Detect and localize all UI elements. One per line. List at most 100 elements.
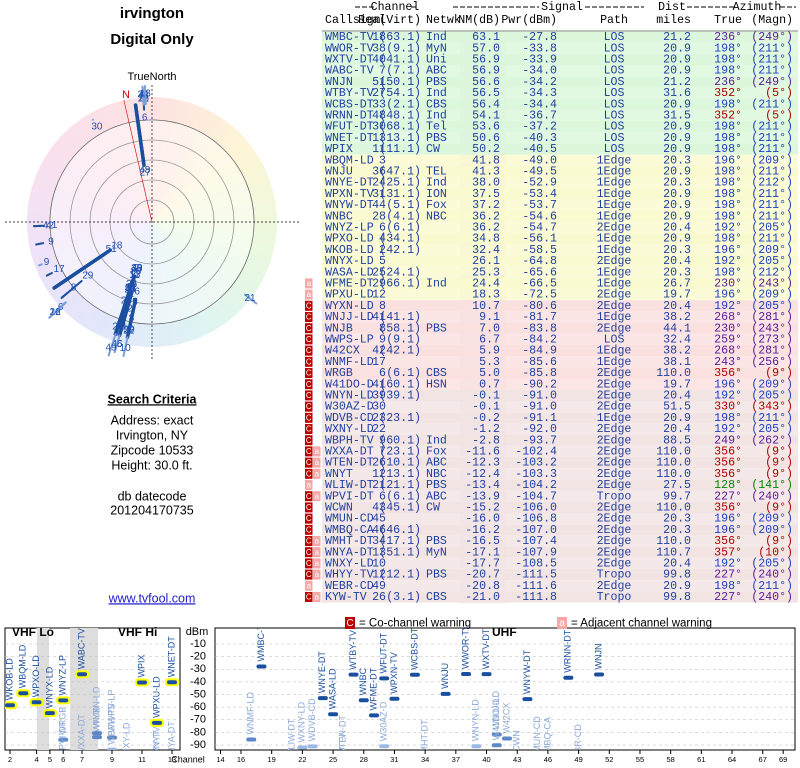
warning-icon xyxy=(313,468,321,479)
table-cell: WPIX xyxy=(325,143,353,156)
table-cell: 43 xyxy=(372,501,386,514)
table-cell: 198° xyxy=(714,121,742,134)
table-cell: LOS xyxy=(604,65,625,78)
warning-mark: C xyxy=(306,447,312,456)
warning-icon xyxy=(305,435,313,446)
row-background xyxy=(322,356,798,368)
row-background xyxy=(322,300,798,312)
table-cell: 41.8 xyxy=(472,154,500,167)
warning-icon xyxy=(305,412,313,423)
row-background xyxy=(322,31,798,43)
channel-mark xyxy=(338,760,348,764)
signal-ray xyxy=(107,333,117,357)
table-cell: -0.1 xyxy=(472,389,500,402)
site-link[interactable]: www.tvfool.com xyxy=(108,591,196,605)
table-cell: 2Edge xyxy=(597,221,632,234)
table-cell: -12.3 xyxy=(465,457,500,470)
table-cell: (21.1) xyxy=(379,479,421,492)
table-cell: 128° xyxy=(714,479,742,492)
table-cell: (211°) xyxy=(751,143,793,156)
table-cell: Ind xyxy=(426,177,447,190)
table-cell: (281°) xyxy=(751,311,793,324)
criteria-line: Zipcode 10533 xyxy=(111,443,194,457)
table-cell: 49 xyxy=(372,580,386,593)
row-background xyxy=(322,591,798,603)
row-background xyxy=(322,389,798,401)
table-cell: 38 xyxy=(372,42,386,55)
table-cell: (262°) xyxy=(751,434,793,447)
table-cell: 31.6 xyxy=(663,87,691,100)
table-cell: WNYA-DT xyxy=(325,546,374,559)
y-tick-label: -20 xyxy=(190,651,206,663)
row-background xyxy=(322,121,798,133)
table-cell: 2Edge xyxy=(597,401,632,414)
table-cell: 227° xyxy=(714,569,742,582)
table-cell: WYXN-LD xyxy=(325,300,374,313)
ray-channel: 26 xyxy=(50,307,62,318)
table-cell: (13.1) xyxy=(379,468,421,481)
warning-mark: C xyxy=(306,391,312,400)
table-cell: -17.1 xyxy=(465,546,500,559)
table-cell: -81.7 xyxy=(522,311,557,324)
table-cell: 17 xyxy=(372,356,386,369)
warning-icon xyxy=(305,300,313,311)
table-cell: 268° xyxy=(714,345,742,358)
table-cell: 30 xyxy=(372,121,386,134)
ray-channel: 38 xyxy=(131,263,143,274)
signal-ray xyxy=(243,293,258,305)
x-tick-label: 11 xyxy=(138,755,146,764)
table-cell: (5.1) xyxy=(386,199,421,212)
signal-ray xyxy=(48,301,67,319)
warning-mark: C xyxy=(306,525,312,534)
table-cell: -11.6 xyxy=(465,445,500,458)
row-background xyxy=(322,199,798,211)
table-cell: 13 xyxy=(372,546,386,559)
table-cell: 2Edge xyxy=(597,524,632,537)
table-cell: WLIW-DT xyxy=(325,479,374,492)
table-cell: 21.2 xyxy=(663,76,691,89)
table-cell: -103.3 xyxy=(515,468,557,481)
table-cell: 243° xyxy=(714,356,742,369)
table-cell: 10 xyxy=(372,557,386,570)
table-cell: 48 xyxy=(372,109,386,122)
warning-mark: a xyxy=(307,581,312,590)
x-tick-label: 52 xyxy=(605,755,613,764)
table-cell: PBS xyxy=(426,76,447,89)
table-cell: MyN xyxy=(426,42,447,55)
table-cell: 99.8 xyxy=(663,591,691,604)
table-cell: 13 xyxy=(372,132,386,145)
table-cell: -103.2 xyxy=(515,457,557,470)
warning-mark: C xyxy=(306,324,312,333)
co-channel-legend: = Co-channel warning xyxy=(359,618,471,630)
table-cell: 20.9 xyxy=(663,53,691,66)
co-channel-mark: C xyxy=(346,618,353,629)
table-cell: 20.9 xyxy=(663,412,691,425)
column-group: Signal xyxy=(541,1,583,14)
column-group: Dist xyxy=(658,1,686,14)
table-cell: 2Edge xyxy=(597,378,632,391)
ray-channel: 5 xyxy=(132,297,138,308)
channel-callsign: WTBY-TV xyxy=(348,630,358,670)
table-cell: 29 xyxy=(372,277,386,290)
table-cell: 34 xyxy=(372,535,386,548)
channel-mark xyxy=(348,672,359,677)
table-cell: WNYN-LD xyxy=(325,389,374,402)
table-cell: -0.1 xyxy=(472,401,500,414)
ray-channel: 7 xyxy=(134,263,140,274)
table-cell: (209°) xyxy=(751,524,793,537)
table-cell: W30AZ-D xyxy=(325,401,374,414)
table-cell: -33.9 xyxy=(522,53,557,66)
table-cell: 8 xyxy=(379,300,386,313)
table-cell: Tropo xyxy=(597,490,632,503)
channel-mark xyxy=(152,760,162,764)
ray-channel: 9 xyxy=(48,236,54,247)
warning-icon xyxy=(313,558,321,569)
table-cell: (9.1) xyxy=(386,333,421,346)
channel-callsign: WNXY-LD xyxy=(121,722,131,763)
warning-mark: C xyxy=(306,514,312,523)
ray-channel: 22 xyxy=(123,325,135,336)
table-cell: 356° xyxy=(714,468,742,481)
table-cell: -84.2 xyxy=(522,333,557,346)
table-cell: -107.4 xyxy=(515,535,557,548)
table-cell: -66.5 xyxy=(522,277,557,290)
